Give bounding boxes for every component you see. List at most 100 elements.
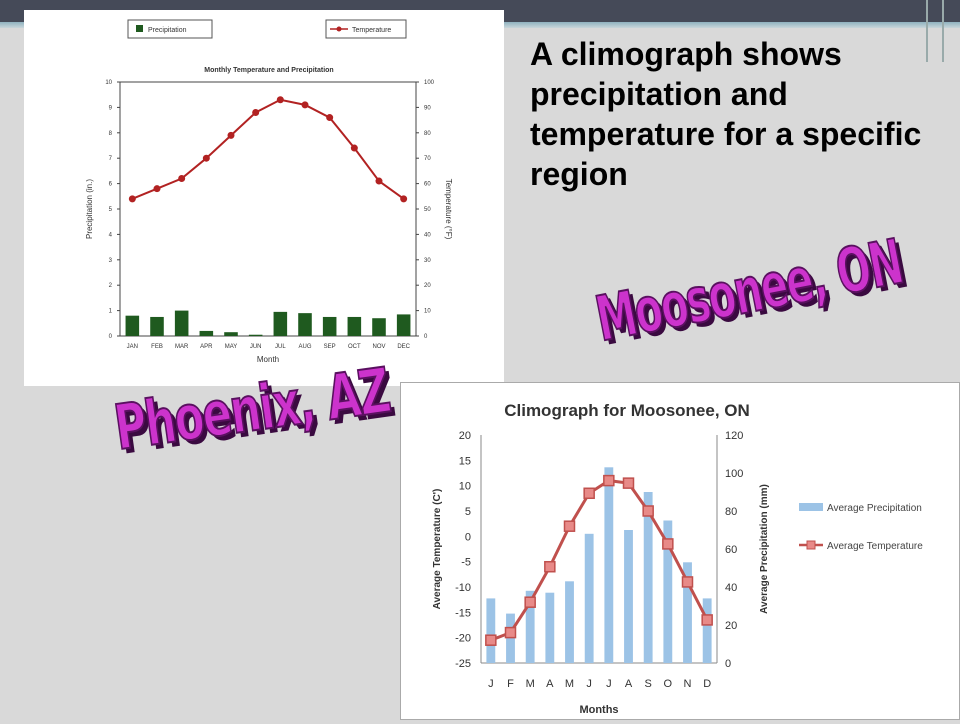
legend-marker-temperature [336,26,342,32]
moosonee-temperature-point [583,487,595,500]
moosonee-temperature-point [485,634,497,646]
phoenix-x-tick-label: JAN [127,344,138,350]
moosonee-temperature-point [504,626,517,639]
moosonee-precipitation-bar [525,590,535,663]
phoenix-precipitation-bar [372,318,386,336]
moosonee-y2-tick-label: 60 [725,544,737,556]
phoenix-y2-tick-label: 30 [424,258,431,264]
phoenix-y2-tick-label: 0 [424,334,428,340]
moosonee-temperature-line [490,479,709,642]
phoenix-plot-frame [119,81,417,337]
phoenix-temperature-point [375,177,383,185]
legend-label-precipitation: Precipitation [148,27,187,34]
moosonee-x-tick-label: J [606,678,612,690]
phoenix-temperature-point [227,131,235,139]
phoenix-y-axis-label: Precipitation (in.) [85,179,94,239]
phoenix-x-tick-label: SEP [324,344,336,350]
moosonee-y2-tick-label: 100 [725,468,743,480]
phoenix-y-tick-label: 6 [109,182,113,188]
moosonee-x-tick-label: F [507,678,514,690]
moosonee-temperature-point [603,474,615,487]
phoenix-climograph: Precipitation Temperature Monthly Temper… [85,19,453,364]
phoenix-temperature-point [128,195,136,203]
phoenix-precipitation-bar [174,310,189,336]
moosonee-climograph: Climograph for Moosonee, ON 20 15 10 5 0 -5 -1… [432,401,923,716]
phoenix-precipitation-bar [224,332,238,336]
phoenix-temperature-point [202,154,210,162]
phoenix-y2-tick-label: 80 [424,131,431,137]
phoenix-chart-title: Monthly Temperature and Precipitation [204,67,333,74]
phoenix-x-tick-label: NOV [372,344,385,350]
phoenix-y2-tick-label: 40 [424,232,431,238]
moosonee-x-tick-label: J [488,678,494,690]
moosonee-y-tick-label: 20 [459,430,471,442]
moosonee-y-tick-label: -5 [461,557,471,569]
moosonee-y-tick-label: 10 [459,481,471,493]
moosonee-x-tick-label: D [703,678,711,690]
moosonee-temperature-point [524,596,536,608]
phoenix-y2-tick-label: 50 [424,207,431,213]
moosonee-y-tick-label: -25 [455,658,471,670]
phoenix-temperature-point [301,101,309,109]
legend-box-precipitation [127,19,213,39]
moosonee-x-tick-label: A [546,678,554,690]
moosonee-chart-title: Climograph for Moosonee, ON [504,401,750,420]
phoenix-precipitation-bar [125,315,140,336]
phoenix-x-tick-label: DEC [397,344,410,350]
moosonee-precipitation-bar [643,492,653,663]
phoenix-x-tick-label: AUG [298,344,311,350]
moosonee-y-tick-label: 5 [465,506,471,518]
phoenix-temperature-point [350,144,358,152]
moosonee-y-tick-label: -10 [455,582,471,594]
moosonee-precipitation-bar [702,598,712,663]
moosonee-y-axis-label: Average Temperature (C') [432,489,443,610]
phoenix-y2-tick-label: 60 [424,182,431,188]
moosonee-temperature-point [701,614,713,626]
phoenix-temperature-point [326,114,334,122]
phoenix-precipitation-bar [248,334,263,336]
moosonee-x-tick-label: M [565,678,574,690]
phoenix-x-tick-label: MAR [175,344,189,350]
phoenix-x-tick-label: MAY [225,344,238,350]
phoenix-precipitation-bar [396,314,411,336]
moosonee-x-tick-label: J [586,678,592,690]
phoenix-temperature-point [153,185,161,193]
moosonee-precipitation-bar [624,530,633,663]
phoenix-x-tick-label: FEB [151,344,163,350]
phoenix-precipitation-bar [199,330,214,336]
legend-marker-average-temperature [806,540,816,550]
moosonee-x-tick-label: M [526,678,535,690]
phoenix-y-tick-label: 10 [105,80,112,86]
phoenix-y2-tick-label: 100 [424,80,435,86]
moosonee-precipitation-bar [545,592,555,663]
moosonee-chart-panel: Climograph for Moosonee, ON 20 15 10 5 0 -5 -1… [400,382,960,720]
moosonee-x-tick-label: N [684,678,692,690]
slide-corner-decoration [926,0,944,62]
legend-label-temperature: Temperature [352,27,391,34]
phoenix-y2-tick-label: 70 [424,156,431,162]
moosonee-x-tick-label: A [625,678,633,690]
phoenix-precipitation-bar [150,316,164,336]
moosonee-y2-tick-label: 0 [725,658,731,670]
phoenix-x-tick-label: APR [200,344,213,350]
phoenix-y-tick-label: 5 [109,207,113,213]
phoenix-y-tick-label: 7 [109,156,113,162]
moosonee-y2-tick-label: 80 [725,506,737,518]
phoenix-x-tick-label: JUN [250,344,262,350]
phoenix-x-tick-label: JUL [275,344,286,350]
moosonee-precipitation-bar [663,520,673,663]
phoenix-y-tick-label: 8 [109,131,113,137]
phoenix-temperature-line [131,98,405,200]
phoenix-temperature-point [400,195,408,203]
moosonee-y-tick-label: 0 [465,531,471,543]
phoenix-temperature-point [276,96,284,104]
phoenix-precipitation-bar [347,316,362,336]
phoenix-y2-axis-label: Temperature (°F) [444,179,453,240]
phoenix-y-tick-label: 3 [109,258,113,264]
moosonee-precipitation-bar [604,467,614,663]
phoenix-precipitation-bar [273,311,288,336]
phoenix-y-tick-label: 4 [109,232,113,238]
moosonee-temperature-point [662,538,674,550]
moosonee-temperature-point [544,560,556,573]
moosonee-precipitation-bar [565,581,574,663]
